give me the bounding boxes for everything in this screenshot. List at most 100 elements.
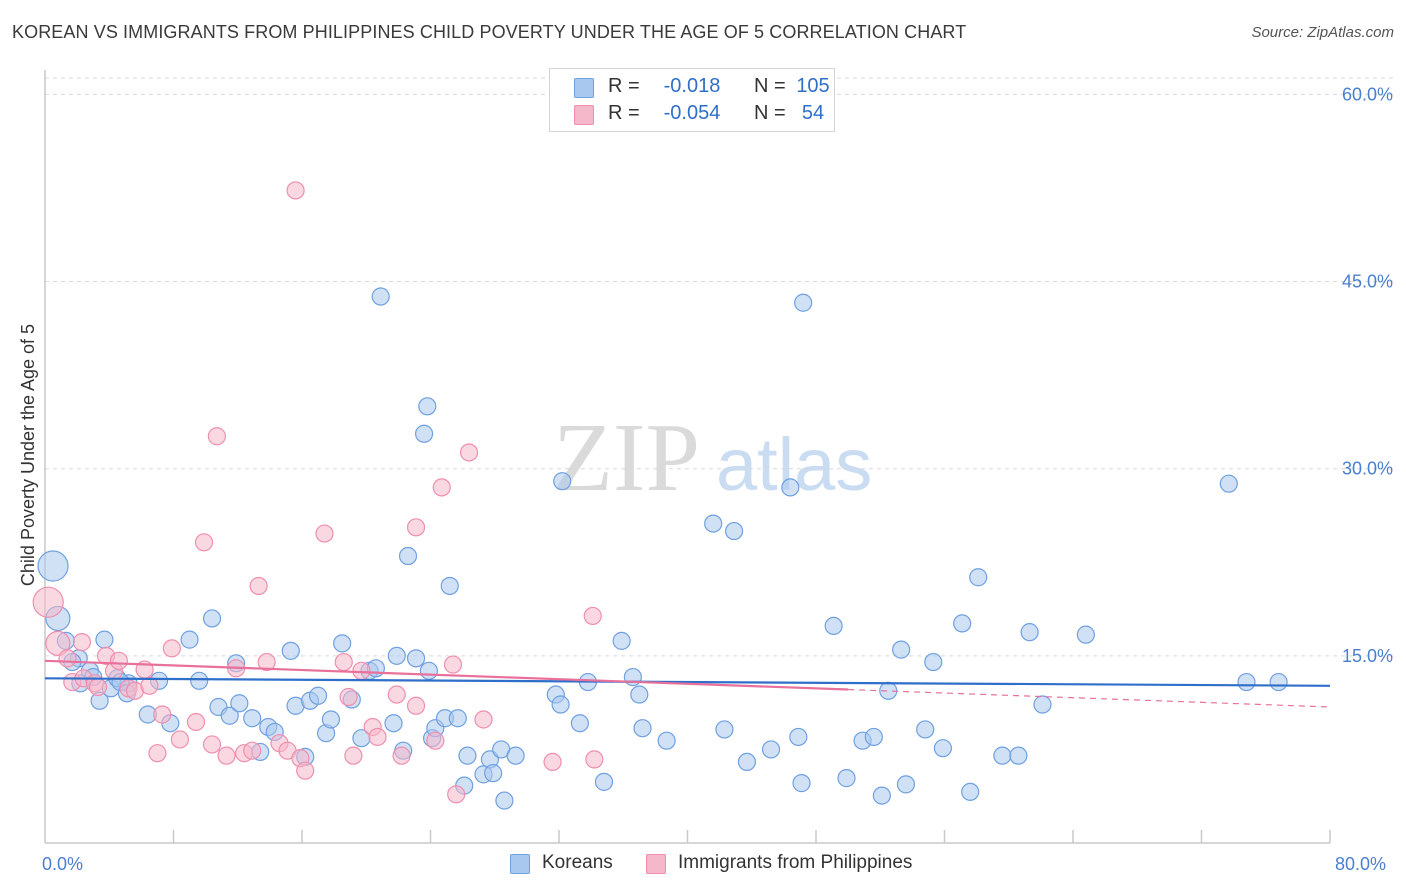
korean-point [418,397,437,416]
korean-point [202,609,222,628]
legend-r-label: R = [608,75,640,97]
philippines-point [148,744,167,763]
korean-trend-line [44,677,1331,687]
korean-point [243,709,262,728]
korean-point [1009,746,1028,765]
gridlines [45,77,1395,657]
korean-point [837,769,856,788]
philippines-point [217,746,236,765]
korean-point [551,695,570,714]
philippines-trend-line [44,659,849,691]
y-tick-label: 15.0% [1342,646,1393,666]
korean-point [1269,672,1288,692]
korean-point [961,782,980,801]
source-credit: Source: ZipAtlas.com [1251,24,1394,41]
korean-point [794,293,813,312]
philippines-point [140,676,159,695]
korean-point [1076,625,1095,644]
correlation-legend: R = -0.018 N = 105 R = -0.054 N = 54 [549,68,835,132]
philippines-point [334,652,353,672]
korean-point [321,710,341,729]
korean-point [993,746,1012,765]
korean-point [864,727,883,747]
philippines-point [543,752,562,772]
korean-point [1237,672,1256,692]
philippines-point [257,652,276,672]
korean-point [414,424,434,443]
philippines-point [58,649,77,668]
philippines-point [583,606,602,626]
korean-point [387,646,406,665]
korean-point [896,775,916,794]
korean-point [824,616,843,636]
korean-point [384,714,403,733]
watermark-zip: ZIP [553,404,700,512]
korean-point [612,631,631,650]
korean-point [570,714,589,733]
korean-point [440,576,459,596]
korean-point [1033,695,1052,714]
korean-point [495,791,514,810]
legend-r-value: -0.018 [663,75,721,97]
korean-point [657,731,676,750]
korean-point [924,652,943,672]
philippines-point [387,685,406,704]
philippines-point [392,746,411,765]
korean-point [448,709,467,728]
korean-point [230,694,249,713]
philippines-point [474,710,493,729]
chart-title: KOREAN VS IMMIGRANTS FROM PHILIPPINES CH… [12,22,967,42]
legend-r-label: R = [608,102,640,124]
legend-r-value: -0.054 [663,102,721,124]
legend-swatch-philippines [574,105,594,125]
bottom-legend-swatch-philippines [646,854,666,874]
korean-point [180,630,199,649]
philippines-point [443,655,463,674]
philippines-point [170,730,190,749]
korean-point [916,720,935,739]
korean-point [789,727,808,747]
philippines-point [109,651,128,670]
korean-point [792,774,811,793]
philippines-point [432,478,451,497]
korean-point [458,746,477,765]
philippines-point [45,630,71,656]
korean-point [1020,623,1039,642]
korean-point [872,786,891,805]
y-tick-label: 30.0% [1342,459,1393,479]
korean-point [630,685,649,704]
korean-point [724,521,744,541]
philippines-point [459,443,479,462]
bottom-legend-label-koreans: Koreans [542,852,613,873]
philippines-point [202,735,222,754]
korean-point [1219,474,1238,493]
korean-point [371,287,390,306]
korean-point [892,640,911,659]
korean-point [761,740,781,759]
legend-n-value: 54 [801,102,825,124]
philippines-point [32,586,64,618]
korean-point [308,686,328,705]
philippines-point [286,181,305,200]
bottom-legend-label-philippines: Immigrants from Philippines [678,852,913,873]
watermark: ZIP atlas [553,404,872,512]
trend-lines [44,659,1331,708]
philippines-point [368,727,387,747]
philippines-point [585,750,604,769]
korean-point [553,472,572,491]
koreans-points [37,287,1288,810]
y-tick-label: 45.0% [1342,272,1393,292]
philippines-point [243,741,262,760]
philippines-point [153,705,172,724]
philippines-point [186,712,206,732]
philippines-point [88,677,108,697]
philippines-point [447,785,466,804]
philippines-point [426,731,445,750]
korean-point [220,706,239,725]
korean-point [969,568,988,587]
korean-point [95,630,114,649]
korean-point [594,772,614,791]
legend-swatch-koreans [574,78,594,98]
korean-point [484,764,503,783]
